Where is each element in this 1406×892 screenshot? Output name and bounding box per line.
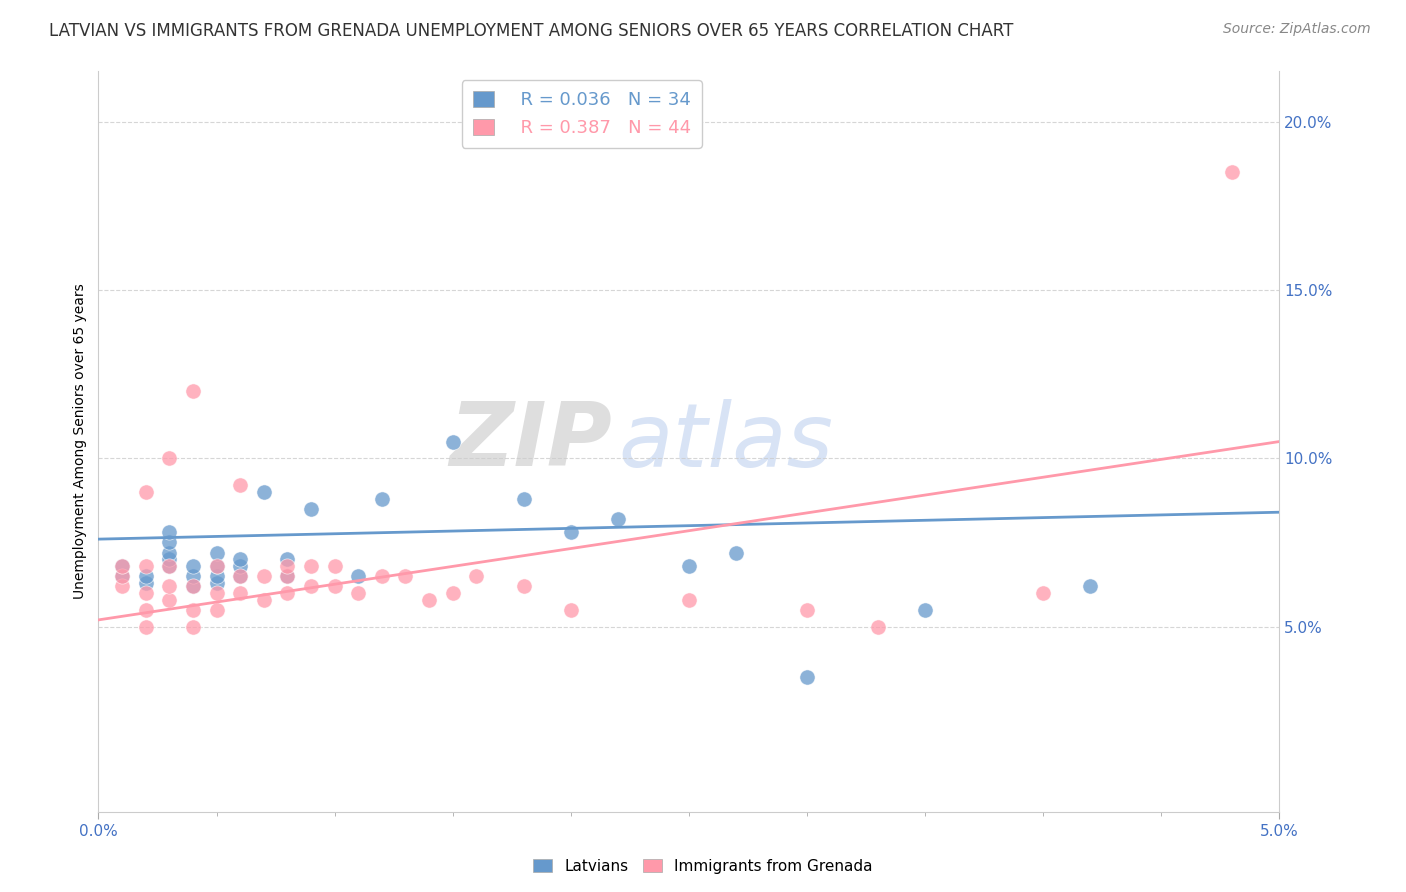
- Point: [157, 592, 180, 607]
- Point: [347, 569, 370, 583]
- Point: [678, 592, 700, 607]
- Point: [1080, 579, 1102, 593]
- Point: [111, 559, 134, 574]
- Point: [229, 586, 252, 600]
- Text: Source: ZipAtlas.com: Source: ZipAtlas.com: [1223, 22, 1371, 37]
- Point: [347, 586, 370, 600]
- Point: [512, 491, 534, 506]
- Point: [796, 603, 818, 617]
- Point: [229, 569, 252, 583]
- Point: [181, 619, 204, 633]
- Point: [181, 579, 204, 593]
- Point: [157, 535, 180, 549]
- Point: [1032, 586, 1054, 600]
- Point: [560, 603, 582, 617]
- Point: [181, 603, 204, 617]
- Point: [607, 512, 630, 526]
- Point: [299, 501, 322, 516]
- Point: [181, 559, 204, 574]
- Point: [111, 579, 134, 593]
- Point: [796, 670, 818, 684]
- Point: [678, 559, 700, 574]
- Point: [276, 552, 298, 566]
- Point: [205, 575, 228, 590]
- Point: [394, 569, 416, 583]
- Point: [276, 586, 298, 600]
- Point: [299, 559, 322, 574]
- Point: [181, 384, 204, 398]
- Text: LATVIAN VS IMMIGRANTS FROM GRENADA UNEMPLOYMENT AMONG SENIORS OVER 65 YEARS CORR: LATVIAN VS IMMIGRANTS FROM GRENADA UNEMP…: [49, 22, 1014, 40]
- Point: [229, 559, 252, 574]
- Point: [866, 619, 889, 633]
- Point: [276, 569, 298, 583]
- Point: [157, 451, 180, 466]
- Point: [157, 559, 180, 574]
- Point: [157, 546, 180, 560]
- Point: [111, 569, 134, 583]
- Point: [205, 586, 228, 600]
- Point: [371, 569, 394, 583]
- Point: [205, 546, 228, 560]
- Point: [418, 592, 440, 607]
- Point: [135, 619, 157, 633]
- Point: [323, 559, 346, 574]
- Point: [205, 569, 228, 583]
- Point: [157, 552, 180, 566]
- Text: atlas: atlas: [619, 399, 832, 484]
- Text: ZIP: ZIP: [450, 398, 612, 485]
- Point: [135, 603, 157, 617]
- Point: [1220, 165, 1243, 179]
- Point: [135, 485, 157, 500]
- Point: [253, 592, 276, 607]
- Point: [229, 478, 252, 492]
- Y-axis label: Unemployment Among Seniors over 65 years: Unemployment Among Seniors over 65 years: [73, 284, 87, 599]
- Point: [253, 485, 276, 500]
- Point: [135, 575, 157, 590]
- Point: [229, 552, 252, 566]
- Point: [135, 559, 157, 574]
- Point: [299, 579, 322, 593]
- Legend:   R = 0.036   N = 34,   R = 0.387   N = 44: R = 0.036 N = 34, R = 0.387 N = 44: [461, 80, 702, 147]
- Point: [157, 525, 180, 540]
- Point: [111, 559, 134, 574]
- Point: [323, 579, 346, 593]
- Point: [181, 569, 204, 583]
- Point: [135, 569, 157, 583]
- Point: [560, 525, 582, 540]
- Point: [229, 569, 252, 583]
- Point: [465, 569, 488, 583]
- Point: [371, 491, 394, 506]
- Point: [111, 569, 134, 583]
- Point: [441, 586, 464, 600]
- Point: [725, 546, 748, 560]
- Point: [276, 559, 298, 574]
- Point: [157, 559, 180, 574]
- Point: [181, 579, 204, 593]
- Point: [135, 586, 157, 600]
- Point: [512, 579, 534, 593]
- Legend: Latvians, Immigrants from Grenada: Latvians, Immigrants from Grenada: [527, 853, 879, 880]
- Point: [914, 603, 936, 617]
- Point: [205, 559, 228, 574]
- Point: [157, 579, 180, 593]
- Point: [253, 569, 276, 583]
- Point: [441, 434, 464, 449]
- Point: [276, 569, 298, 583]
- Point: [205, 603, 228, 617]
- Point: [205, 559, 228, 574]
